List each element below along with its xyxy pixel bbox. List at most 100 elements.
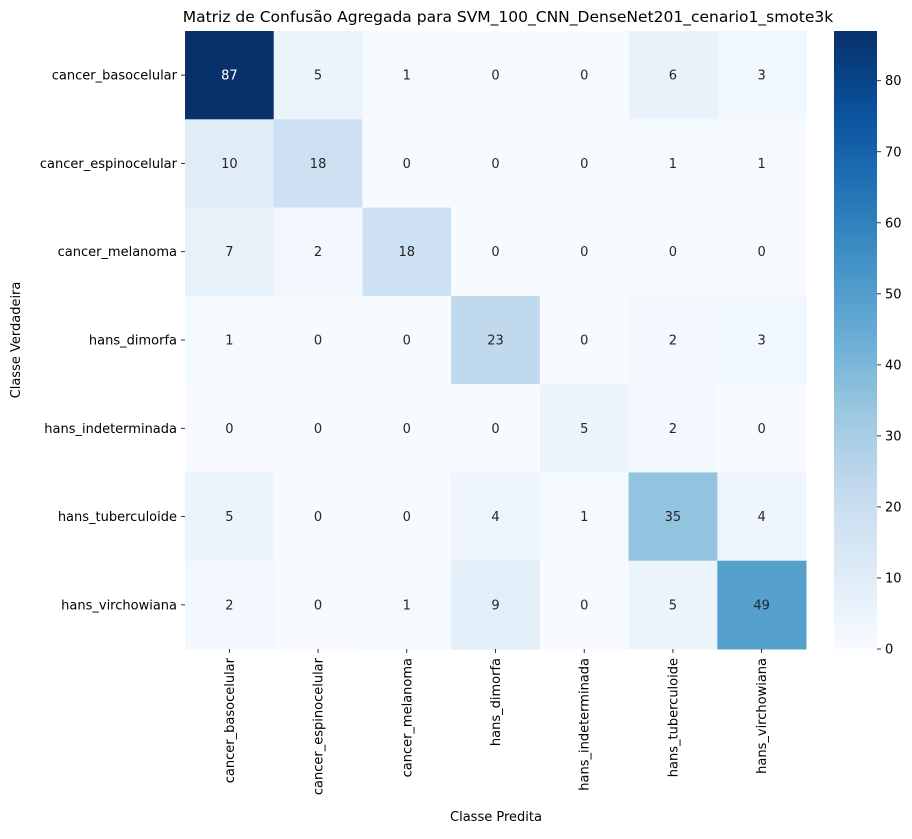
colorbar-tick-label: 40 — [885, 358, 902, 373]
heatmap-cell — [362, 295, 452, 385]
heatmap-cell — [539, 119, 630, 209]
cell-value-label: 0 — [491, 69, 499, 84]
colorbar — [834, 31, 877, 649]
cell-value-label: 6 — [669, 69, 677, 84]
heatmap-cell — [628, 31, 718, 120]
heatmap-cell — [717, 207, 807, 297]
heatmap-cell — [628, 472, 718, 562]
x-tick-label: cancer_basocelular — [223, 657, 238, 783]
y-tick-label: hans_virchowiana — [61, 598, 177, 613]
cell-value-label: 1 — [403, 69, 411, 84]
colorbar-tick-label: 0 — [885, 643, 893, 658]
cell-value-label: 10 — [221, 157, 238, 172]
x-tick-label: hans_virchowiana — [755, 658, 770, 774]
heatmap-cell — [185, 384, 275, 473]
colorbar-tick-label: 80 — [885, 74, 902, 89]
heatmap-cell — [451, 384, 541, 473]
y-tick-label: hans_tuberculoide — [58, 510, 177, 525]
heatmap-cell — [451, 472, 541, 562]
cell-value-label: 49 — [753, 598, 770, 613]
heatmap-cell — [362, 119, 452, 209]
heatmap-cell — [362, 207, 452, 297]
x-tick-label: hans_dimorfa — [489, 658, 504, 746]
cell-value-label: 0 — [758, 245, 766, 260]
cell-value-label: 2 — [225, 598, 233, 613]
x-tick-label: cancer_melanoma — [400, 658, 415, 777]
cell-value-label: 3 — [758, 69, 766, 84]
heatmap-cell — [185, 295, 275, 385]
cell-value-label: 2 — [669, 422, 677, 437]
cell-value-label: 0 — [403, 157, 411, 172]
heatmap-cell — [539, 295, 630, 385]
y-tick-label: cancer_basocelular — [52, 69, 178, 84]
heatmap-cell — [362, 472, 452, 562]
cell-value-label: 5 — [580, 422, 588, 437]
heatmap-cell — [717, 560, 807, 650]
cell-value-label: 1 — [669, 157, 677, 172]
heatmap-cell — [451, 119, 541, 209]
heatmap-cell — [628, 207, 718, 297]
cell-value-label: 0 — [758, 422, 766, 437]
y-axis-label: Classe Verdadeira — [9, 282, 24, 399]
cell-value-label: 0 — [580, 69, 588, 84]
cell-value-label: 0 — [580, 245, 588, 260]
heatmap-cell — [185, 119, 275, 209]
cell-value-label: 0 — [403, 510, 411, 525]
cell-value-label: 5 — [314, 69, 322, 84]
colorbar-tick-label: 50 — [885, 287, 902, 302]
cell-value-label: 4 — [758, 510, 766, 525]
cell-value-label: 7 — [225, 245, 233, 260]
cell-value-label: 2 — [669, 334, 677, 349]
heatmap-cell — [185, 472, 275, 562]
cell-value-label: 5 — [669, 598, 677, 613]
heatmap-cell — [273, 384, 363, 473]
cell-value-label: 87 — [221, 69, 238, 84]
cell-value-label: 0 — [225, 422, 233, 437]
heatmap-cell — [539, 31, 630, 120]
heatmap-cell — [273, 207, 363, 297]
y-tick-labels: cancer_basocelular cancer_espinocelularca… — [40, 69, 185, 613]
heatmap-cell — [451, 295, 541, 385]
heatmap-cell — [362, 384, 452, 473]
cell-value-label: 1 — [758, 157, 766, 172]
heatmap-cell — [273, 119, 363, 209]
cell-value-label: 0 — [403, 422, 411, 437]
colorbar-tick-label: 30 — [885, 429, 902, 444]
y-tick-label: hans_indeterminada — [44, 422, 177, 437]
cell-value-label: 5 — [225, 510, 233, 525]
cell-value-label: 0 — [580, 334, 588, 349]
x-axis-label: Classe Predita — [450, 810, 542, 825]
cell-value-label: 0 — [403, 334, 411, 349]
cell-value-label: 2 — [314, 245, 322, 260]
x-tick-label: cancer_espinocelular — [312, 657, 327, 795]
heatmap-cells: 87 5 1 0 0 6 310 18 0 0 0 1 17 2 18 0 0 0 01 0 0 23 0 2 30 0 0 0 5 2 0… — [185, 31, 807, 650]
x-tick-label: hans_indeterminada — [578, 658, 593, 791]
cell-value-label: 4 — [491, 510, 499, 525]
heatmap-cell — [273, 560, 363, 650]
cell-value-label: 35 — [665, 510, 682, 525]
heatmap-cell — [273, 295, 363, 385]
cell-value-label: 23 — [487, 334, 504, 349]
colorbar-tick-label: 20 — [885, 500, 902, 515]
y-tick-label: cancer_espinocelular — [40, 157, 178, 172]
heatmap-cell — [362, 31, 452, 120]
heatmap-cell — [717, 384, 807, 473]
cell-value-label: 0 — [491, 245, 499, 260]
heatmap-cell — [451, 560, 541, 650]
heatmap-cell — [362, 560, 452, 650]
cell-value-label: 0 — [314, 598, 322, 613]
cell-value-label: 1 — [580, 510, 588, 525]
heatmap-cell — [539, 384, 630, 473]
heatmap-cell — [628, 384, 718, 473]
heatmap-cell — [185, 31, 275, 120]
cell-value-label: 0 — [491, 157, 499, 172]
cell-value-label: 0 — [669, 245, 677, 260]
x-tick-label: hans_tuberculoide — [666, 658, 681, 777]
colorbar-tick-label: 70 — [885, 145, 902, 160]
heatmap-cell — [539, 472, 630, 562]
cell-value-label: 0 — [314, 510, 322, 525]
heatmap-cell — [628, 119, 718, 209]
heatmap-cell — [717, 472, 807, 562]
